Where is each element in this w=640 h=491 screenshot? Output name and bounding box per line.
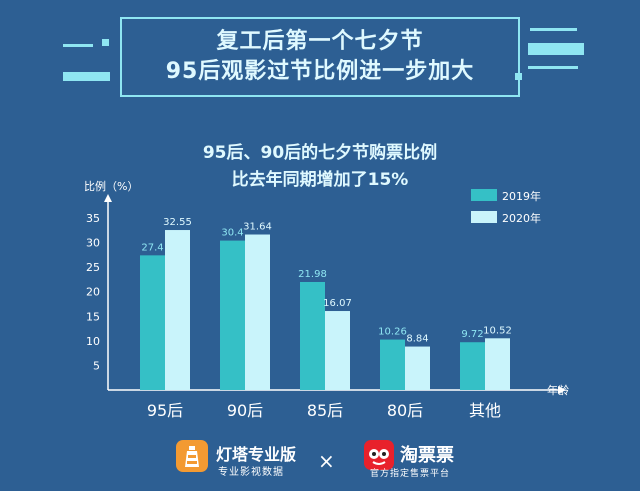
legend-label: 2019年 [502,189,541,203]
y-tick-label: 5 [93,359,100,372]
brand-lighthouse: 灯塔专业版 专业影视数据 [176,440,316,480]
bar-value-label: 27.4 [141,242,163,253]
y-axis-title: 比例（%） [84,179,138,193]
legend-swatch [471,189,497,201]
title-box: 复工后第一个七夕节 95后观影过节比例进一步加大 [120,17,520,97]
times-sign: × [318,449,335,473]
taopiaopiao-logo-icon [364,440,394,470]
deco-line-right-1 [530,28,577,31]
lighthouse-logo-icon [176,440,208,472]
bar-value-label: 10.52 [483,325,512,336]
brand2-tag: 官方指定售票平台 [370,469,451,479]
y-tick-label: 20 [86,286,100,299]
bar-value-label: 16.07 [323,298,352,309]
bar-2019年-其他 [460,342,485,390]
subtitle-line-1: 95后、90后的七夕节购票比例 [202,143,438,163]
legend-label: 2020年 [502,211,541,225]
y-axis-arrow [104,194,112,202]
y-tick-label: 10 [86,335,100,348]
legend-swatch [471,211,497,223]
y-tick-label: 15 [86,310,100,323]
brand-taopiaopiao: 淘票票 官方指定售票平台 [364,440,484,480]
bar-2020年-95后 [165,230,190,390]
title-line-2: 95后观影过节比例进一步加大 [165,59,475,84]
x-axis-title: 年龄 [547,383,569,397]
brand1-tag: 专业影视数据 [218,467,284,478]
x-tick-label: 其他 [469,401,501,420]
bar-2020年-80后 [405,346,430,390]
x-tick-label: 80后 [387,401,423,420]
bar-2020年-85后 [325,311,350,390]
bar-value-label: 31.64 [243,222,272,233]
brand1-name: 灯塔专业版 [216,445,297,464]
x-tick-label: 95后 [147,401,183,420]
bar-2019年-95后 [140,255,165,390]
bar-value-label: 32.55 [163,217,192,228]
deco-line-left-1 [63,44,93,47]
deco-line-left-2 [63,72,110,81]
y-tick-label: 25 [86,261,100,274]
y-tick-label: 30 [86,237,100,250]
subtitle-line-2: 比去年同期增加了15% [231,170,409,190]
deco-dash-left [102,39,109,46]
bar-value-label: 8.84 [406,334,428,345]
deco-line-right-2 [528,66,578,69]
x-tick-label: 85后 [307,401,343,420]
bar-value-label: 30.4 [221,228,243,239]
bar-2020年-90后 [245,234,270,390]
bar-value-label: 21.98 [298,269,327,280]
bar-value-label: 10.26 [378,327,407,338]
bar-2019年-90后 [220,240,245,390]
brand2-name: 淘票票 [400,445,454,466]
y-tick-label: 35 [86,212,100,225]
bar-2020年-其他 [485,338,510,390]
bar-2019年-80后 [380,339,405,390]
x-axis-arrow [558,386,566,394]
deco-bar-right [528,43,584,55]
x-tick-label: 90后 [227,401,263,420]
bar-value-label: 9.72 [461,329,483,340]
bar-2019年-85后 [300,281,325,390]
title-line-1: 复工后第一个七夕节 [216,29,424,54]
